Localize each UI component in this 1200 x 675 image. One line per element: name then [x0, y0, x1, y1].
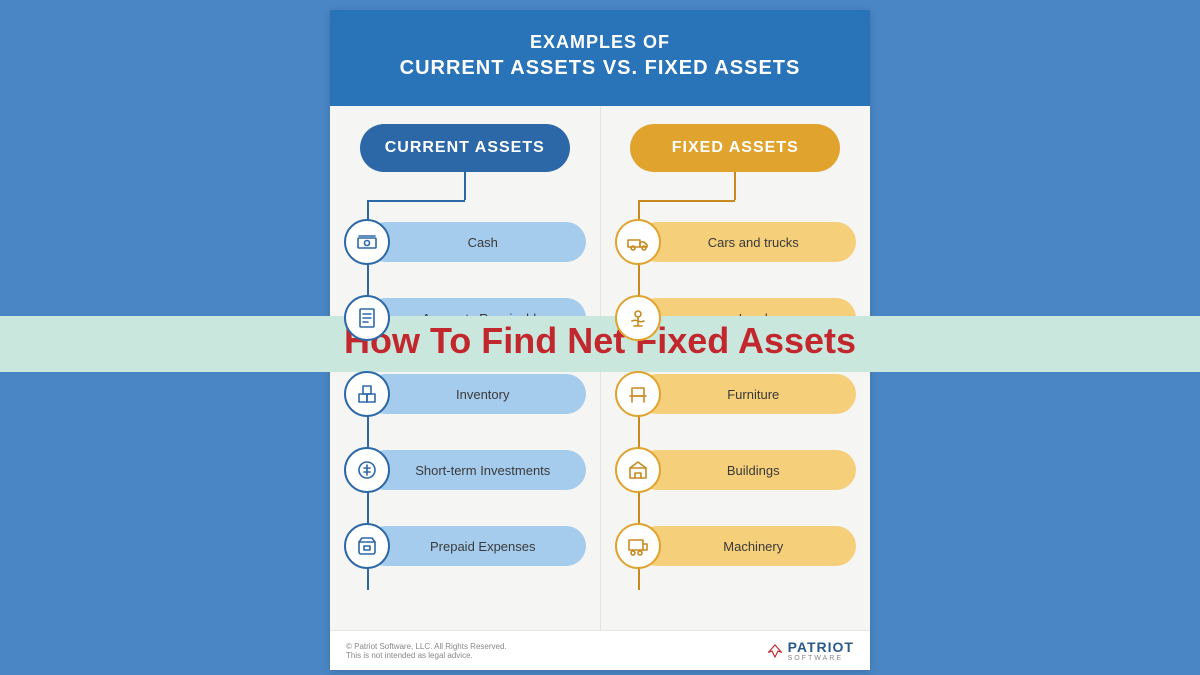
inventory-icon	[344, 371, 390, 417]
fixed-item-label: Furniture	[637, 374, 857, 414]
fixed-item-label: Machinery	[637, 526, 857, 566]
furniture-icon	[615, 371, 661, 417]
current-item-label: Inventory	[366, 374, 586, 414]
card-header: EXAMPLES OF CURRENT ASSETS VS. FIXED ASS…	[330, 10, 870, 106]
investments-icon	[344, 447, 390, 493]
fixed-item: Furniture	[615, 372, 857, 416]
buildings-icon	[615, 447, 661, 493]
current-connector-h	[367, 200, 465, 202]
footer-disclaimer: This is not intended as legal advice.	[346, 651, 507, 660]
brand-sub: SOFTWARE	[788, 655, 854, 662]
current-item-label: Cash	[366, 222, 586, 262]
current-item-label: Prepaid Expenses	[366, 526, 586, 566]
footer-legal: © Patriot Software, LLC. All Rights Rese…	[346, 642, 507, 660]
current-item-label: Short-term Investments	[366, 450, 586, 490]
current-items: CashAccounts ReceivableInventoryShort-te…	[344, 220, 586, 568]
receivable-icon	[344, 295, 390, 341]
fixed-item: Cars and trucks	[615, 220, 857, 264]
fixed-items: Cars and trucksLandFurnitureBuildingsMac…	[615, 220, 857, 568]
fixed-item-label: Cars and trucks	[637, 222, 857, 262]
current-item: Inventory	[344, 372, 586, 416]
brand-star-icon	[766, 642, 784, 660]
current-item: Cash	[344, 220, 586, 264]
header-line2: CURRENT ASSETS VS. FIXED ASSETS	[350, 57, 850, 80]
fixed-pill: FIXED ASSETS	[630, 124, 840, 172]
land-icon	[615, 295, 661, 341]
fixed-item: Machinery	[615, 524, 857, 568]
overlay-title: How To Find Net Fixed Assets	[0, 320, 1200, 362]
card-footer: © Patriot Software, LLC. All Rights Rese…	[330, 630, 870, 670]
fixed-connector	[734, 172, 736, 200]
truck-icon	[615, 219, 661, 265]
fixed-item-label: Buildings	[637, 450, 857, 490]
current-connector	[464, 172, 466, 200]
current-item: Prepaid Expenses	[344, 524, 586, 568]
cash-icon	[344, 219, 390, 265]
current-item: Short-term Investments	[344, 448, 586, 492]
brand-logo: PATRIOT SOFTWARE	[766, 639, 854, 662]
header-line1: EXAMPLES OF	[350, 32, 850, 53]
machinery-icon	[615, 523, 661, 569]
fixed-connector-h	[638, 200, 736, 202]
prepaid-icon	[344, 523, 390, 569]
fixed-item: Buildings	[615, 448, 857, 492]
footer-copyright: © Patriot Software, LLC. All Rights Rese…	[346, 642, 507, 651]
brand-name: PATRIOT	[788, 639, 854, 655]
current-pill: CURRENT ASSETS	[360, 124, 570, 172]
